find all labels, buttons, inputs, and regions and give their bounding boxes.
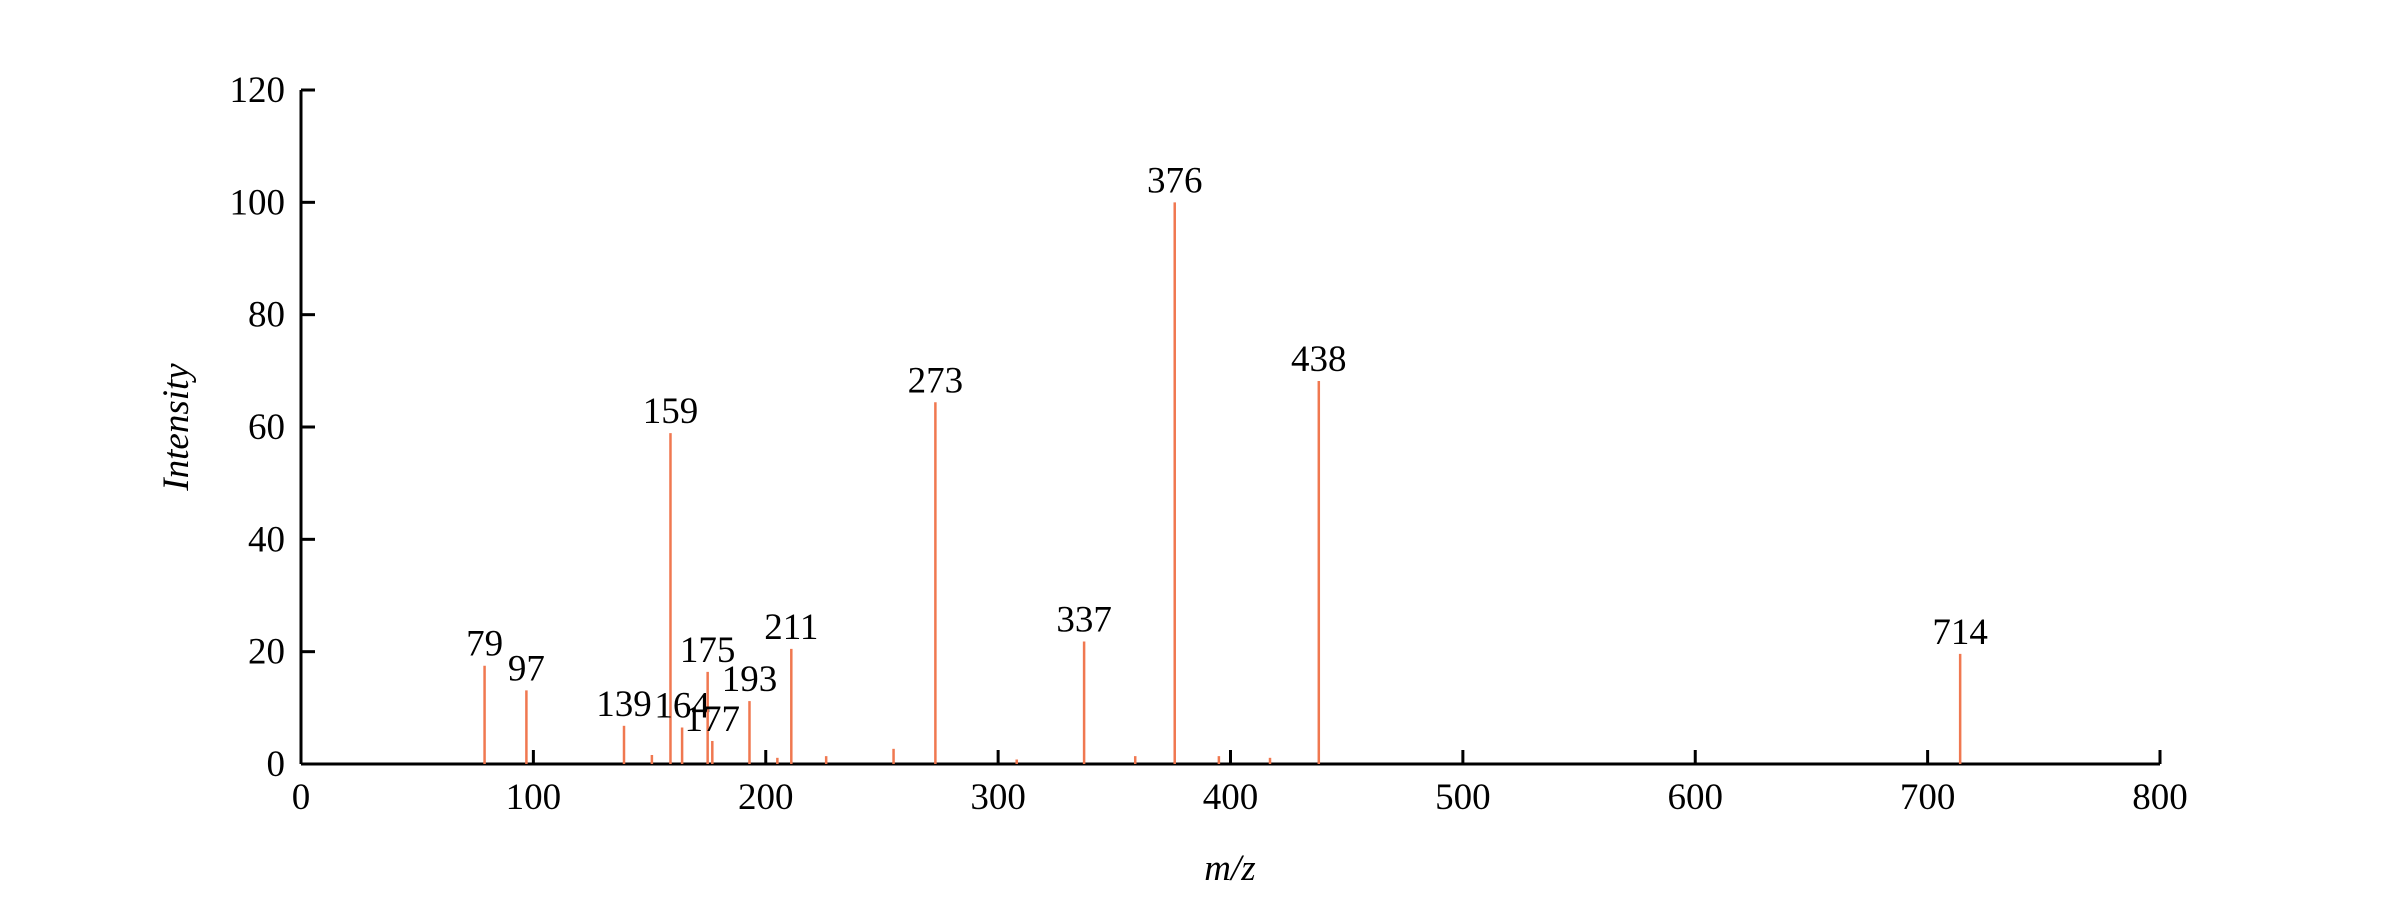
peak-label: 97 (508, 648, 545, 689)
y-tick-label: 120 (230, 70, 286, 111)
peak-label: 175 (680, 630, 736, 671)
peak-label: 79 (466, 624, 503, 665)
x-tick-label: 400 (1203, 777, 1259, 818)
x-tick-label: 0 (292, 777, 311, 818)
peak-label: 139 (596, 684, 652, 725)
y-tick-label: 40 (248, 519, 285, 560)
y-tick-label: 100 (230, 182, 286, 223)
peak-label: 211 (764, 607, 818, 648)
y-tick-label: 20 (248, 632, 285, 673)
x-tick-label: 800 (2132, 777, 2188, 818)
y-tick-label: 60 (248, 407, 285, 448)
peak-label: 164 (654, 685, 710, 726)
peak-label: 337 (1056, 600, 1112, 641)
x-tick-label: 300 (970, 777, 1026, 818)
peak-label: 273 (908, 360, 964, 401)
y-tick-label: 80 (248, 295, 285, 336)
x-tick-label: 500 (1435, 777, 1491, 818)
x-tick-label: 200 (738, 777, 794, 818)
x-tick-label: 600 (1668, 777, 1724, 818)
peak-label: 376 (1147, 160, 1203, 201)
peak-label: 438 (1291, 339, 1347, 380)
peak-label: 159 (643, 391, 699, 432)
peak-label: 714 (1932, 612, 1988, 653)
y-tick-label: 0 (267, 744, 286, 785)
y-axis-label: Intensity (156, 363, 197, 492)
x-tick-label: 700 (1900, 777, 1956, 818)
x-axis-label: m/z (1204, 848, 1255, 889)
x-tick-label: 100 (506, 777, 562, 818)
peak-label: 177 (685, 699, 741, 740)
peak-label: 193 (722, 659, 778, 700)
